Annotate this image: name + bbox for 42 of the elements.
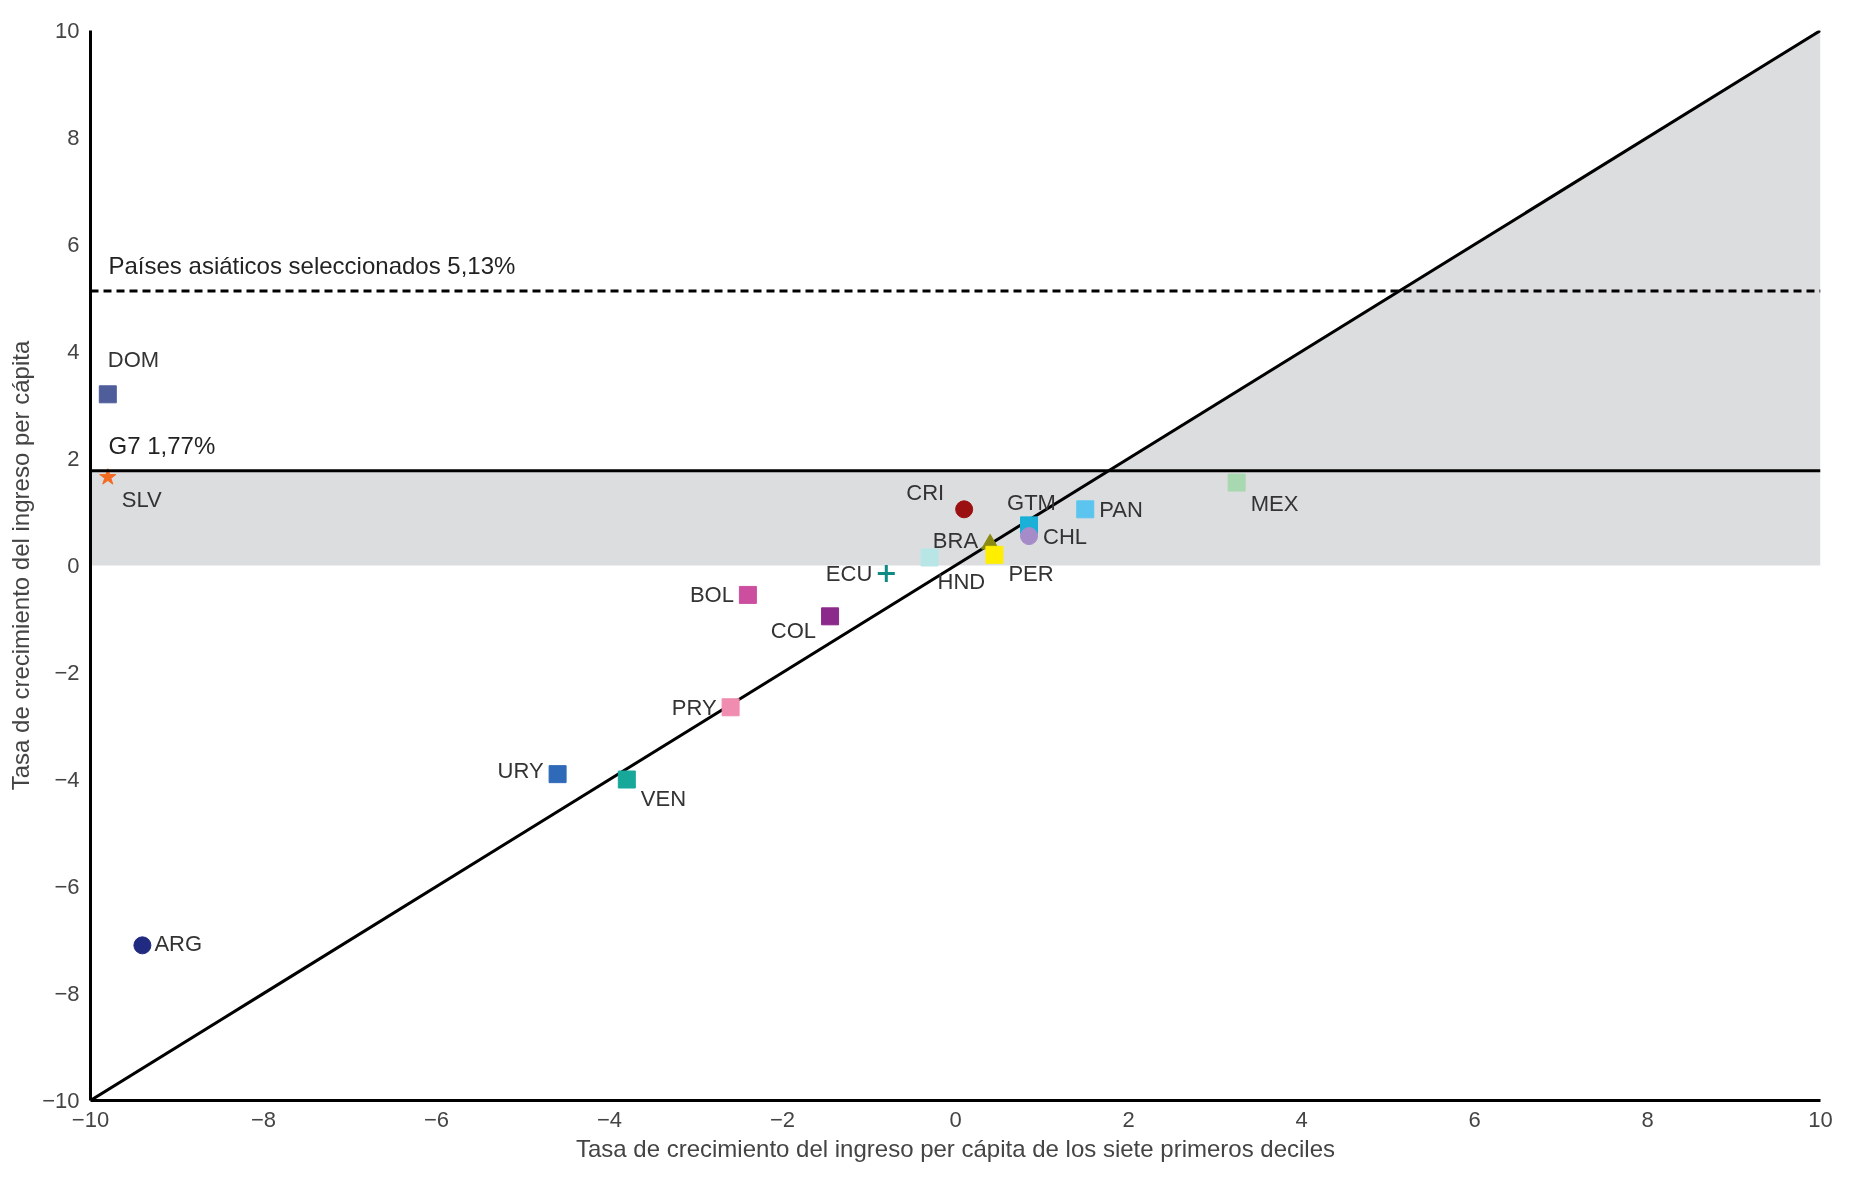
y-tick-label: 4 bbox=[67, 339, 80, 364]
series-label: CHL bbox=[1043, 523, 1088, 549]
y-tick-label: −8 bbox=[54, 981, 80, 1006]
x-tick-label: −6 bbox=[423, 1106, 450, 1132]
series-label: GTM bbox=[1007, 490, 1056, 516]
series-label: COL bbox=[770, 618, 817, 644]
series-label: ARG bbox=[154, 930, 203, 956]
y-tick-label: −2 bbox=[54, 660, 80, 685]
x-tick-label: 4 bbox=[1295, 1106, 1308, 1132]
series-label: URY bbox=[497, 757, 544, 783]
x-tick-label: −8 bbox=[250, 1106, 277, 1132]
x-tick-label: 8 bbox=[1641, 1106, 1654, 1132]
series-label: HND bbox=[937, 569, 986, 595]
series-label: BOL bbox=[689, 582, 734, 608]
y-tick-label: 8 bbox=[67, 125, 80, 150]
y-tick-label: 0 bbox=[67, 553, 80, 578]
x-axis-title: Tasa de crecimiento del ingreso per cápita de los siete primeros deciles bbox=[575, 1134, 1336, 1162]
x-tick-label: 2 bbox=[1122, 1106, 1135, 1132]
series-label: CRI bbox=[906, 480, 945, 506]
series-label: BRA bbox=[932, 527, 979, 553]
x-tick-label: −2 bbox=[769, 1106, 796, 1132]
y-tick-label: 10 bbox=[55, 18, 80, 43]
series-label: PRY bbox=[671, 694, 717, 720]
y-tick-label: 6 bbox=[67, 232, 80, 257]
y-tick-label: −10 bbox=[42, 1088, 80, 1113]
series-label: DOM bbox=[107, 347, 160, 373]
ref-line-label: G7 1,77% bbox=[108, 431, 216, 459]
ref-line-label: Países asiáticos seleccionados 5,13% bbox=[108, 252, 516, 280]
series-label: MEX bbox=[1250, 490, 1299, 516]
series-label: PER bbox=[1008, 560, 1054, 586]
series-label: VEN bbox=[640, 785, 687, 811]
series-label: PAN bbox=[1099, 496, 1143, 522]
y-axis-title: Tasa de crecimiento del ingreso per cápita bbox=[7, 340, 35, 791]
y-tick-label: −4 bbox=[54, 767, 80, 792]
x-tick-label: 0 bbox=[949, 1106, 962, 1132]
y-tick-label: 2 bbox=[67, 446, 80, 471]
series-label: ECU bbox=[825, 561, 873, 587]
series-label: SLV bbox=[121, 487, 163, 513]
x-tick-label: −4 bbox=[596, 1106, 623, 1132]
x-tick-label: 6 bbox=[1468, 1106, 1481, 1132]
y-tick-label: −6 bbox=[54, 874, 80, 899]
x-tick-label: 10 bbox=[1808, 1106, 1833, 1132]
